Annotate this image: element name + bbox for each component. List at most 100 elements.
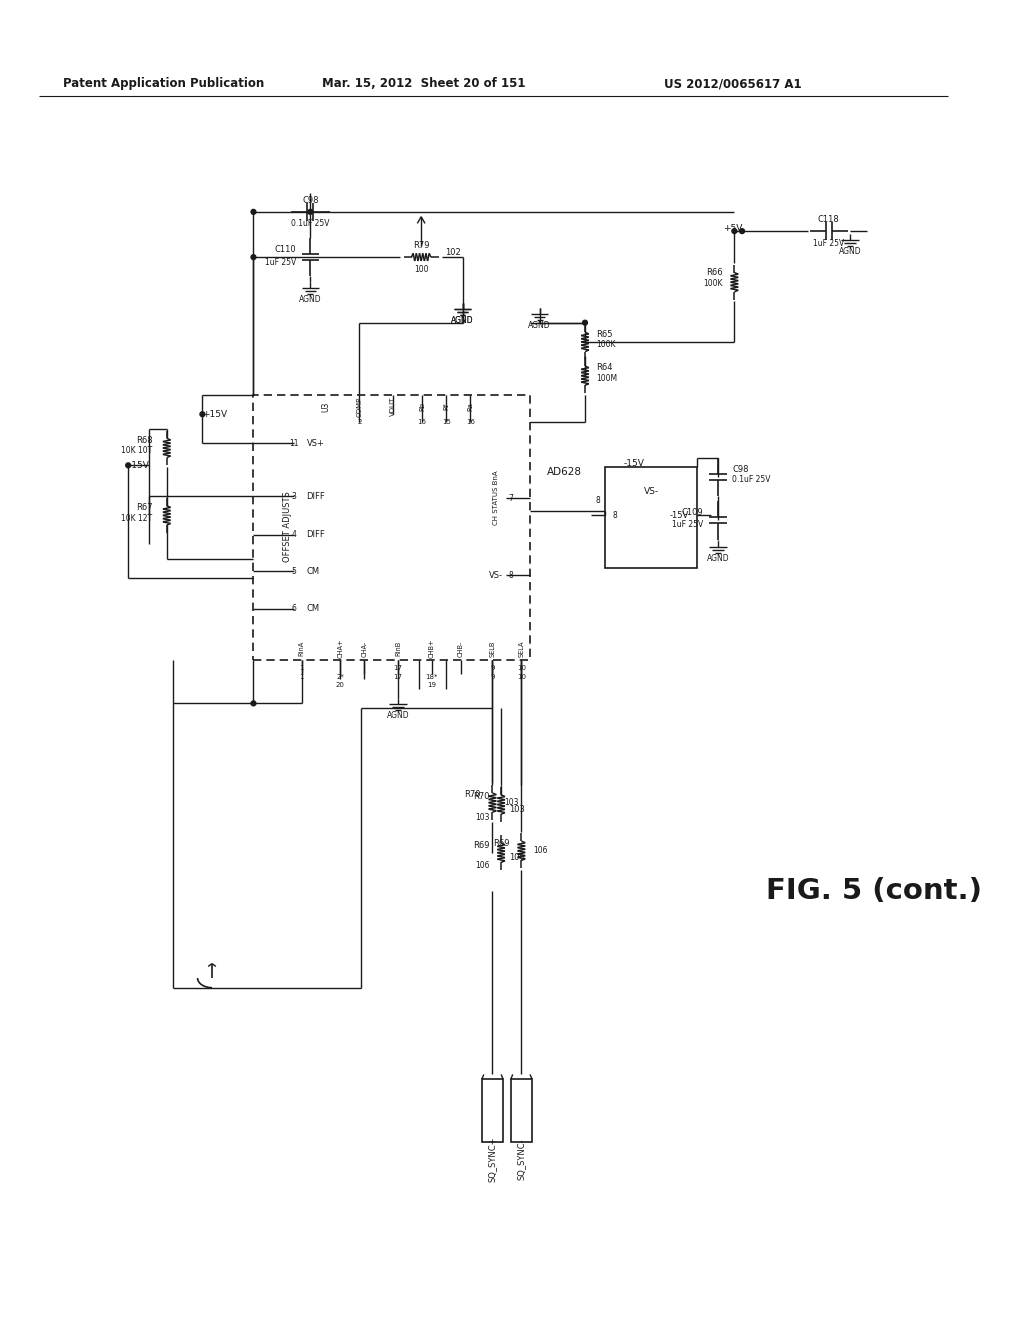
Text: 8: 8 bbox=[509, 570, 513, 579]
Text: C110: C110 bbox=[274, 246, 296, 253]
Bar bbox=[482, 1080, 503, 1142]
Text: VS-: VS- bbox=[489, 570, 504, 579]
Text: SQ_SYNC+: SQ_SYNC+ bbox=[488, 1137, 497, 1181]
Text: CHB+: CHB+ bbox=[429, 639, 435, 659]
Text: 100K: 100K bbox=[703, 279, 723, 288]
Text: R64: R64 bbox=[597, 363, 613, 372]
Text: R67: R67 bbox=[135, 503, 153, 512]
Text: 16: 16 bbox=[466, 418, 475, 425]
Text: -15V: -15V bbox=[624, 459, 644, 467]
Text: 16: 16 bbox=[418, 418, 427, 425]
Text: R70: R70 bbox=[465, 791, 481, 800]
Text: VS+: VS+ bbox=[306, 438, 325, 447]
Text: Mar. 15, 2012  Sheet 20 of 151: Mar. 15, 2012 Sheet 20 of 151 bbox=[323, 77, 525, 90]
Text: R79: R79 bbox=[413, 242, 429, 249]
Bar bbox=[511, 1080, 532, 1142]
Text: 2*: 2* bbox=[336, 675, 344, 680]
Text: R70: R70 bbox=[473, 792, 489, 801]
Text: 17: 17 bbox=[393, 665, 402, 671]
Text: OFFSET ADJUSTS: OFFSET ADJUSTS bbox=[283, 491, 292, 562]
Text: 1uF 25V: 1uF 25V bbox=[264, 259, 296, 268]
Circle shape bbox=[200, 412, 205, 417]
Circle shape bbox=[308, 210, 312, 214]
Text: 9: 9 bbox=[490, 675, 495, 680]
Text: DIFF: DIFF bbox=[306, 491, 326, 500]
Text: +5V: +5V bbox=[723, 223, 742, 232]
Text: US 2012/0065617 A1: US 2012/0065617 A1 bbox=[664, 77, 801, 90]
Text: 19: 19 bbox=[427, 682, 436, 688]
Bar bbox=[605, 467, 696, 569]
Text: 10: 10 bbox=[517, 675, 526, 680]
Text: CHB-: CHB- bbox=[458, 640, 464, 656]
Text: +15V: +15V bbox=[203, 409, 227, 418]
Text: Rf: Rf bbox=[443, 403, 450, 411]
Text: R66: R66 bbox=[707, 268, 723, 277]
Text: AGND: AGND bbox=[387, 711, 410, 721]
Text: AGND: AGND bbox=[839, 247, 861, 256]
Circle shape bbox=[739, 228, 744, 234]
Text: C118: C118 bbox=[818, 215, 840, 224]
Text: 10K 12T: 10K 12T bbox=[121, 513, 153, 523]
Text: 10K 10T: 10K 10T bbox=[121, 446, 153, 455]
Text: CH STATUS BnA: CH STATUS BnA bbox=[494, 471, 500, 525]
Text: 8: 8 bbox=[612, 511, 617, 520]
Text: R65: R65 bbox=[597, 330, 613, 339]
Text: VS-: VS- bbox=[643, 487, 658, 496]
Text: 0.1uF 25V: 0.1uF 25V bbox=[291, 219, 330, 228]
Text: 11: 11 bbox=[289, 438, 299, 447]
Text: 9: 9 bbox=[490, 665, 495, 671]
Text: 100K: 100K bbox=[597, 341, 616, 350]
Text: 102: 102 bbox=[445, 248, 461, 257]
Circle shape bbox=[251, 701, 256, 706]
Text: 8: 8 bbox=[596, 496, 600, 506]
Text: R69: R69 bbox=[494, 838, 510, 847]
Text: SELB: SELB bbox=[489, 640, 496, 656]
Text: 1uF 25V: 1uF 25V bbox=[813, 239, 845, 248]
Text: 106: 106 bbox=[532, 846, 548, 855]
Circle shape bbox=[251, 255, 256, 260]
Text: 5: 5 bbox=[292, 566, 296, 576]
Text: AGND: AGND bbox=[299, 296, 322, 304]
Text: 3: 3 bbox=[292, 491, 296, 500]
Text: COMP: COMP bbox=[356, 396, 362, 417]
Text: 10: 10 bbox=[517, 665, 526, 671]
Text: CHA-: CHA- bbox=[361, 640, 368, 656]
Text: Ra: Ra bbox=[467, 403, 473, 411]
Text: RinA: RinA bbox=[299, 640, 305, 656]
Circle shape bbox=[732, 228, 737, 234]
Text: CM: CM bbox=[306, 605, 319, 614]
Text: AD628: AD628 bbox=[548, 467, 583, 477]
Text: 7: 7 bbox=[508, 494, 513, 503]
Text: RinB: RinB bbox=[395, 640, 401, 656]
Text: 1uF 25V: 1uF 25V bbox=[673, 520, 703, 528]
Text: 0.1uF 25V: 0.1uF 25V bbox=[732, 475, 771, 484]
Text: 100M: 100M bbox=[597, 374, 617, 383]
Text: 20: 20 bbox=[336, 682, 345, 688]
Circle shape bbox=[583, 321, 588, 325]
Text: Patent Application Publication: Patent Application Publication bbox=[63, 77, 264, 90]
Text: 106: 106 bbox=[509, 853, 524, 862]
Text: AGND: AGND bbox=[452, 317, 474, 325]
Text: U3: U3 bbox=[322, 401, 331, 412]
Text: C98: C98 bbox=[302, 195, 318, 205]
Text: AGND: AGND bbox=[452, 317, 474, 325]
Text: AGND: AGND bbox=[528, 321, 551, 330]
Text: SQ_SYNC-: SQ_SYNC- bbox=[517, 1138, 526, 1180]
Text: 15: 15 bbox=[441, 418, 451, 425]
Text: -15V: -15V bbox=[670, 511, 689, 520]
Circle shape bbox=[126, 463, 131, 467]
Text: CHA+: CHA+ bbox=[337, 639, 343, 659]
Text: 103: 103 bbox=[475, 813, 489, 821]
Text: 1: 1 bbox=[299, 675, 304, 680]
Text: 6: 6 bbox=[292, 605, 296, 614]
Circle shape bbox=[251, 210, 256, 214]
Text: Rb: Rb bbox=[419, 403, 425, 411]
Bar bbox=[254, 395, 530, 660]
Text: CM: CM bbox=[306, 566, 319, 576]
Text: FIG. 5 (cont.): FIG. 5 (cont.) bbox=[766, 878, 982, 906]
Text: AGND: AGND bbox=[707, 554, 729, 564]
Text: 4: 4 bbox=[292, 531, 296, 539]
Text: DIFF: DIFF bbox=[306, 531, 326, 539]
Text: 17: 17 bbox=[393, 675, 402, 680]
Text: 18*: 18* bbox=[426, 675, 438, 680]
